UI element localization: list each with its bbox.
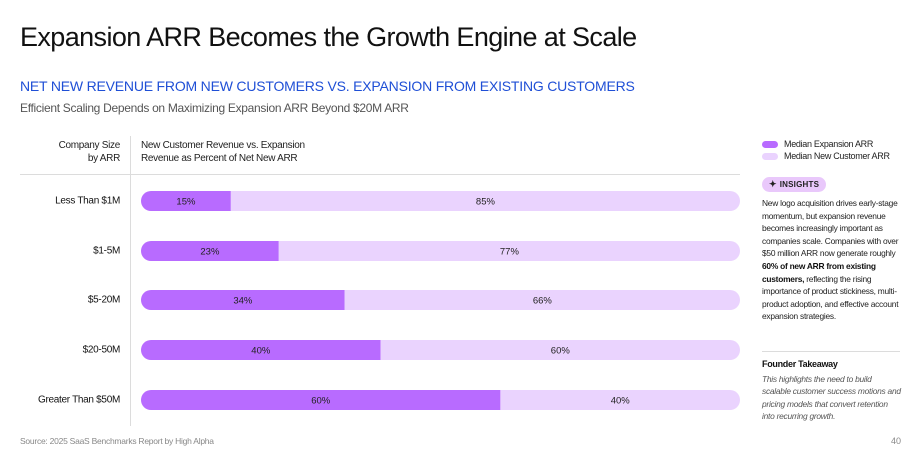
takeaway-text: This highlights the need to build scalab… bbox=[762, 374, 901, 422]
insights-text: New logo acquisition drives early-stage … bbox=[762, 197, 902, 323]
column-header-revenue-split: New Customer Revenue vs. Expansion Reven… bbox=[141, 139, 305, 165]
data-label-new-customer: 66% bbox=[533, 296, 553, 307]
bar-segment-expansion bbox=[141, 191, 231, 211]
bar-row bbox=[141, 340, 740, 360]
takeaway-title: Founder Takeaway bbox=[762, 359, 838, 369]
legend-item-new-customer: Median New Customer ARR bbox=[762, 150, 890, 162]
chart-legend: Median Expansion ARR Median New Customer… bbox=[762, 138, 890, 162]
insights-divider bbox=[762, 351, 900, 352]
data-label-new-customer: 85% bbox=[476, 197, 496, 208]
row-label: Greater Than $50M bbox=[38, 394, 120, 406]
column-header-revenue-split-line1: New Customer Revenue vs. Expansion bbox=[141, 140, 305, 151]
bar-segment-new-customer bbox=[278, 241, 740, 261]
header-divider bbox=[20, 174, 740, 175]
data-label-new-customer: 77% bbox=[500, 247, 520, 258]
bar-row bbox=[141, 390, 740, 410]
legend-label-expansion: Median Expansion ARR bbox=[784, 139, 874, 149]
legend-swatch-new-customer bbox=[762, 152, 778, 160]
vertical-divider bbox=[130, 136, 131, 426]
insights-badge-label: INSIGHTS bbox=[779, 180, 820, 189]
bar-segment-expansion bbox=[141, 241, 279, 261]
chart-subtitle: Efficient Scaling Depends on Maximizing … bbox=[20, 101, 409, 115]
sparkle-plus-icon: ✦ bbox=[769, 179, 777, 189]
column-header-company-size-line2: by ARR bbox=[87, 153, 120, 164]
bar-segment-new-customer bbox=[380, 340, 740, 360]
data-label-expansion: 60% bbox=[311, 396, 331, 407]
bar-row bbox=[141, 241, 740, 261]
data-label-expansion: 34% bbox=[233, 296, 253, 307]
legend-swatch-expansion bbox=[762, 140, 778, 148]
page-title: Expansion ARR Becomes the Growth Engine … bbox=[20, 22, 637, 52]
bar-segment-new-customer bbox=[500, 390, 740, 410]
data-label-new-customer: 40% bbox=[611, 396, 631, 407]
row-label: $1-5M bbox=[93, 245, 120, 257]
legend-item-expansion: Median Expansion ARR bbox=[762, 138, 890, 150]
legend-label-new-customer: Median New Customer ARR bbox=[784, 151, 890, 161]
bar-segment-new-customer bbox=[344, 290, 740, 310]
column-header-company-size: Company Size by ARR bbox=[20, 139, 121, 165]
insights-text-part2: reflecting the rising importance of prod… bbox=[762, 273, 899, 322]
data-label-expansion: 23% bbox=[200, 247, 220, 258]
column-header-company-size-line1: Company Size bbox=[58, 140, 121, 151]
data-label-new-customer: 60% bbox=[551, 346, 571, 357]
bar-segment-expansion bbox=[141, 340, 381, 360]
bar-row bbox=[141, 290, 740, 310]
bar-segment-new-customer bbox=[230, 191, 740, 211]
bar-segment-expansion bbox=[141, 390, 501, 410]
row-label: Less Than $1M bbox=[55, 195, 120, 207]
bar-segment-expansion bbox=[141, 290, 345, 310]
insights-text-highlight: 60% of new ARR from existing customers, bbox=[762, 260, 876, 284]
data-label-expansion: 15% bbox=[176, 197, 196, 208]
source-note: Source: 2025 SaaS Benchmarks Report by H… bbox=[20, 436, 214, 446]
row-label: $20-50M bbox=[82, 344, 121, 356]
bar-row bbox=[141, 191, 740, 211]
insights-text-part1: New logo acquisition drives early-stage … bbox=[762, 198, 899, 259]
row-label: $5-20M bbox=[87, 294, 120, 306]
data-label-expansion: 40% bbox=[251, 346, 271, 357]
column-header-revenue-split-line2: Revenue as Percent of Net New ARR bbox=[141, 153, 298, 164]
chart-title: NET NEW REVENUE FROM NEW CUSTOMERS VS. E… bbox=[20, 78, 635, 94]
insights-badge: ✦ INSIGHTS bbox=[762, 177, 827, 192]
page-number: 40 bbox=[890, 436, 901, 446]
